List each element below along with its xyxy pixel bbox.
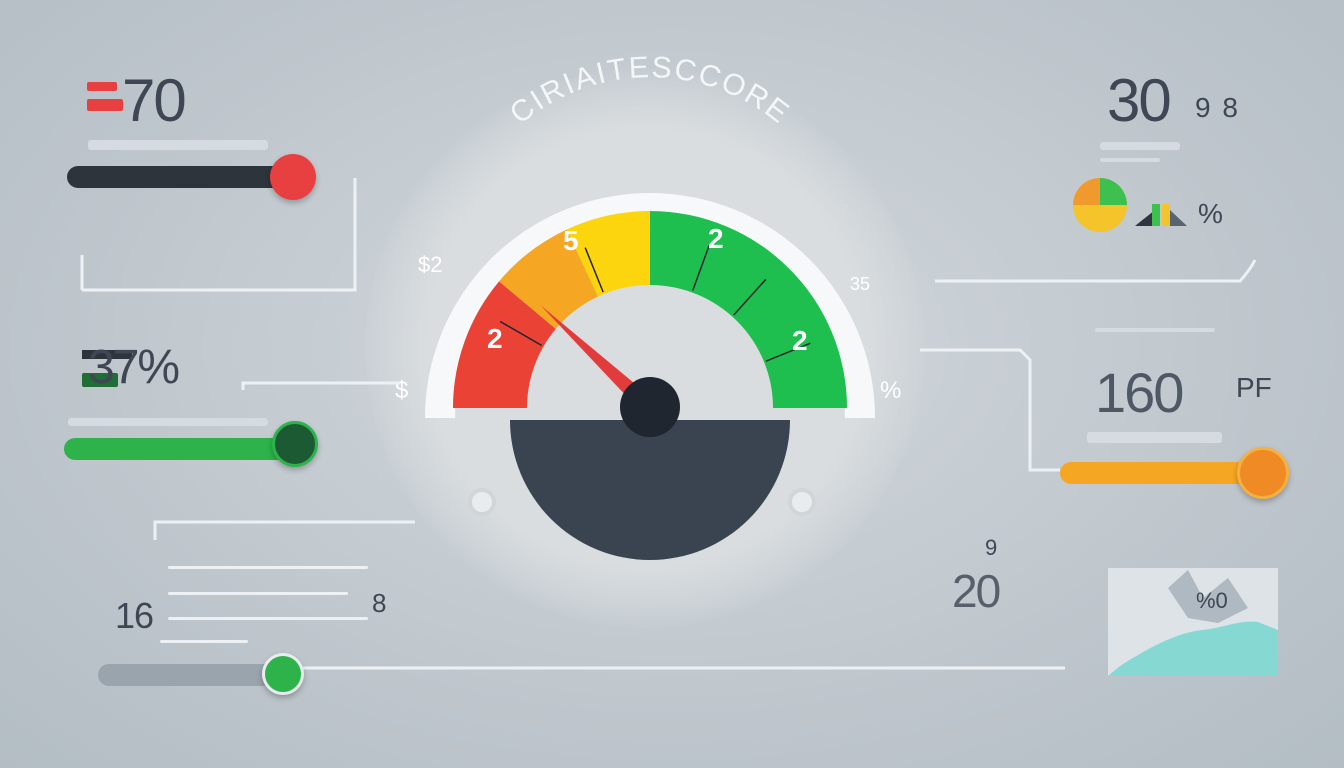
left-metric-3-value: 16 [115,595,154,636]
left-metric-3-aux: 8 [372,588,387,618]
gauge-needle [540,305,657,415]
gauge-segment-red [453,281,556,408]
gauge-label-red: 2 [487,323,503,354]
left-metric-3-slider-track[interactable] [98,664,288,686]
right-metric-3-value: 20 [952,565,1001,617]
pie-chart-icon [1073,178,1127,232]
gauge-side-left-bottom: $ [395,377,408,404]
gauge-label-orange: 5 [563,225,579,256]
gauge-button-left [468,488,496,516]
bar-chart-icon [1135,204,1187,226]
gauge-label-green-top: 2 [708,223,724,254]
left-metric-1-slider-track[interactable] [67,166,287,188]
gauge-side-right-top: 35 [850,274,870,294]
gauge-label-green-right: 2 [792,325,808,356]
left-metric-1-slider-knob[interactable] [270,154,316,200]
gauge-hub [620,377,680,437]
left-metric-3-slider-knob[interactable] [262,653,304,695]
gauge-tick [733,278,767,316]
gauge-side-left-top: $2 [418,252,442,277]
gauge-tick [765,342,811,362]
right-metric-1-value: 30 [1107,67,1172,134]
right-metric-2-value: 160 [1095,361,1184,424]
area-chart-icon [1108,570,1278,676]
right-metric-1-percent: % [1198,198,1223,229]
area-chart-card: %0 [1108,568,1278,676]
right-metric-2-slider-track[interactable] [1060,462,1260,484]
gauge-button-right [788,488,816,516]
right-metric-2-slider-knob[interactable] [1237,447,1289,499]
left-metric-2-slider-knob[interactable] [272,421,318,467]
left-metric-1-value: 70 [122,67,187,134]
right-metric-3-aux: 9 [985,535,998,560]
left-metric-1-red-marks [87,82,127,111]
gauge-tick [692,245,710,291]
area-chart-label: %0 [1196,588,1228,613]
gauge-segment-yellow [566,211,650,297]
left-metric-2-slider-track[interactable] [64,438,294,460]
gauge-segment-orange [499,229,599,329]
left-metric-2-marks [82,350,132,387]
right-metric-1-aux: 9 8 [1195,92,1240,123]
gauge-dial-base [510,420,790,560]
gauge-segment-green [650,211,847,408]
gauge-tick [584,247,604,293]
gauge-title: CIRIAITESCCORE [504,51,796,131]
gauge-side-right-bottom: % [880,377,901,404]
gauge-tick [499,320,543,347]
right-metric-2-unit: PF [1236,372,1272,403]
left-metric-2-value: 37% [88,341,180,394]
